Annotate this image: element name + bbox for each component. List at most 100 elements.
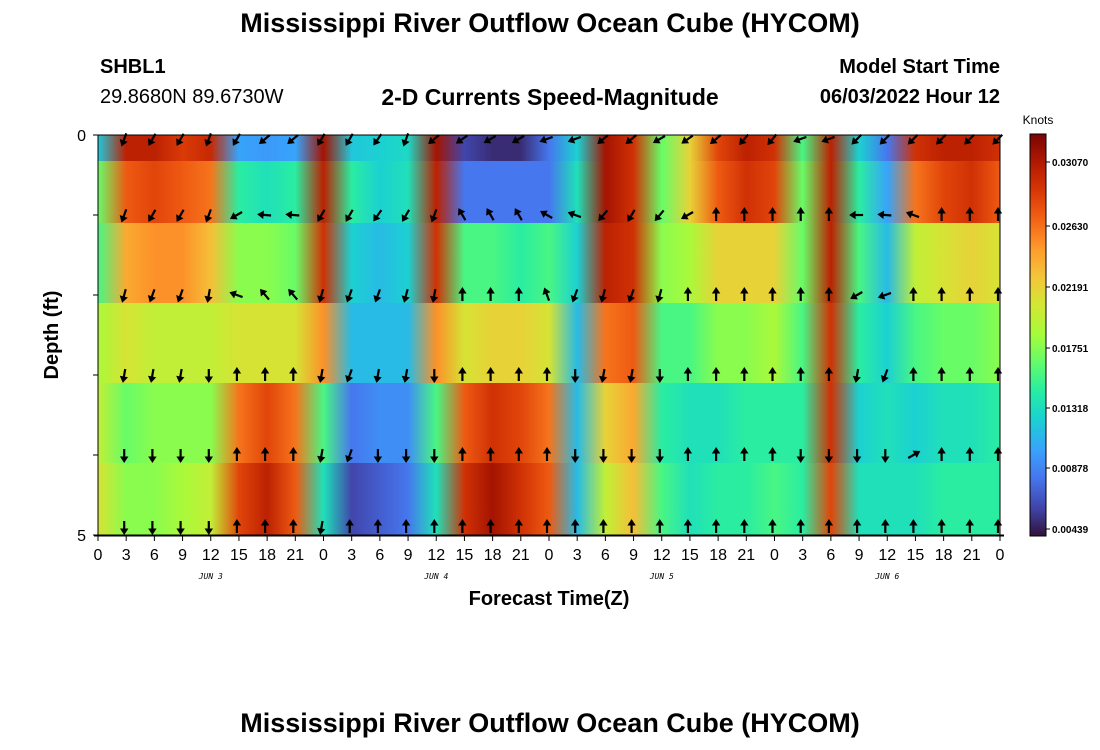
current-vector-arrow: [937, 519, 946, 533]
current-vector-arrow: [740, 519, 749, 533]
current-vector-arrow: [824, 207, 834, 221]
current-vector-arrow: [120, 521, 129, 535]
current-vector-arrow: [204, 521, 213, 535]
x-tick-label: 12: [202, 547, 220, 564]
current-vector-arrow: [373, 209, 383, 222]
current-vector-arrow: [428, 134, 440, 145]
current-vector-arrow: [458, 367, 467, 381]
current-vector-arrow: [965, 287, 974, 301]
current-vector-arrow: [824, 287, 834, 301]
current-vector-arrow: [627, 519, 636, 533]
y-tick-label: 5: [77, 528, 86, 545]
current-vector-arrow: [793, 135, 807, 144]
current-vector-arrow: [937, 367, 946, 381]
current-vector-arrow: [768, 367, 777, 381]
x-tick-label: 15: [456, 547, 474, 564]
current-vector-arrow: [655, 288, 664, 303]
x-tick-label: 18: [935, 547, 953, 564]
repeat-page-title: Mississippi River Outflow Ocean Cube (HY…: [240, 708, 860, 738]
current-vector-arrow: [429, 208, 438, 223]
x-tick-label: 6: [826, 547, 835, 564]
current-vector-arrow: [796, 519, 805, 533]
current-vector-arrow: [935, 133, 947, 145]
x-tick-label: 3: [122, 547, 131, 564]
current-vector-arrow: [430, 369, 439, 383]
x-tick-label: 9: [404, 547, 413, 564]
current-vector-arrow: [852, 519, 862, 533]
x-tick-label: 6: [601, 547, 610, 564]
current-vector-arrow: [965, 207, 974, 221]
current-vector-arrow: [879, 133, 891, 145]
current-vector-arrow: [599, 519, 608, 533]
current-vector-arrow: [965, 519, 974, 533]
heatmap-row-2: [98, 223, 1000, 303]
current-vector-arrow: [796, 287, 805, 301]
current-vector-arrow: [965, 447, 974, 461]
current-vector-arrow: [345, 288, 354, 303]
x-tick-label: 18: [484, 547, 502, 564]
x-tick-label: 21: [963, 547, 981, 564]
current-vector-arrow: [567, 210, 582, 219]
current-vector-arrow: [317, 368, 326, 383]
current-vector-arrow: [539, 135, 554, 144]
date-label: JUN 3: [198, 572, 223, 581]
current-vector-arrow: [542, 447, 552, 461]
current-vector-arrow: [288, 288, 298, 301]
current-vector-arrow: [824, 519, 834, 533]
current-vector-arrow: [345, 519, 354, 533]
current-vector-arrow: [289, 519, 298, 533]
current-vector-arrow: [373, 449, 383, 463]
current-vector-arrow: [373, 519, 383, 533]
current-vector-arrow: [176, 521, 185, 535]
current-vector-arrow: [289, 367, 298, 381]
current-vector-arrow: [486, 287, 495, 301]
current-vector-arrow: [680, 211, 694, 220]
current-vector-arrow: [345, 448, 354, 463]
current-vector-arrow: [852, 368, 861, 383]
current-vector-arrow: [514, 447, 523, 461]
x-tick-label: 0: [996, 547, 1005, 564]
current-vector-arrow: [257, 210, 272, 220]
current-vector-arrow: [120, 449, 129, 463]
current-vector-arrow: [373, 368, 382, 383]
x-tick-label: 12: [653, 547, 671, 564]
x-tick-label: 21: [737, 547, 755, 564]
current-vector-arrow: [768, 287, 777, 301]
x-tick-label: 18: [709, 547, 727, 564]
current-vector-arrow: [345, 209, 354, 222]
current-vector-arrow: [768, 519, 777, 533]
current-vector-arrow: [909, 519, 918, 533]
current-vector-arrow: [909, 287, 918, 301]
current-vector-arrow: [486, 367, 495, 381]
current-vector-arrow: [937, 207, 946, 221]
chart-subtitle: 2-D Currents Speed-Magnitude: [381, 84, 719, 110]
current-vector-arrow: [824, 367, 834, 381]
current-vector-arrow: [401, 209, 411, 222]
colorbar-tick-label: 0.01751: [1052, 344, 1089, 355]
current-vector-arrow: [711, 367, 721, 381]
colorbar-legend: Knots 0.03070 0.02630 0.02191 0.01751 0.01318…: [1023, 113, 1089, 537]
current-vector-arrow: [486, 519, 495, 533]
x-axis-label: Forecast Time(Z): [469, 588, 630, 610]
current-vector-arrow: [176, 368, 185, 383]
current-vector-arrow: [681, 134, 694, 144]
current-vector-arrow: [119, 368, 129, 383]
current-vector-arrow: [260, 367, 270, 381]
colorbar-title: Knots: [1023, 113, 1054, 127]
current-vector-arrow: [852, 449, 862, 463]
current-vector-arrow: [627, 449, 636, 463]
current-vector-arrow: [905, 210, 920, 219]
colorbar-tick-label: 0.00439: [1052, 525, 1089, 536]
current-vector-arrow: [880, 368, 889, 383]
current-vector-arrow: [909, 367, 918, 381]
current-vector-arrow: [514, 287, 523, 301]
current-vector-arrow: [148, 209, 157, 222]
current-vector-arrow: [796, 449, 805, 463]
chart-axes: 0 3 6 9 12 15 18 21 0 3 6 9 12 15 18 21 0 3 6 9 12 15 18 21 0 3 6 9…: [41, 128, 1005, 610]
heatmap-row-3: [98, 303, 1000, 383]
current-vector-arrow: [965, 367, 974, 381]
current-vector-arrow: [740, 287, 749, 301]
current-vector-arrow: [877, 210, 892, 220]
current-vector-arrow: [570, 288, 579, 303]
